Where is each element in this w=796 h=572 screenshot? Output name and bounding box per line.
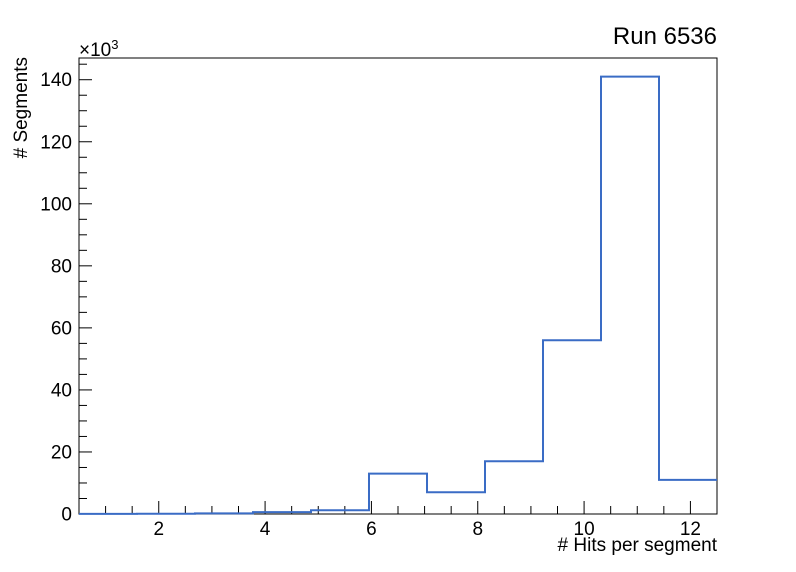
y-tick-label: 20 xyxy=(51,442,72,463)
x-tick-label: 4 xyxy=(260,519,271,540)
x-axis-title: # Hits per segment xyxy=(557,535,717,556)
y-scale-base: ×10 xyxy=(79,40,112,61)
y-tick-label: 140 xyxy=(40,70,72,91)
x-tick-label: 8 xyxy=(472,519,483,540)
y-tick-label: 80 xyxy=(51,256,72,277)
y-scale-exponent: 3 xyxy=(111,37,119,52)
y-tick-label: 120 xyxy=(40,132,72,153)
y-tick-label: 100 xyxy=(40,194,72,215)
x-tick-label: 12 xyxy=(680,519,701,540)
x-tick-label: 2 xyxy=(153,519,164,540)
y-axis-scale-label: ×103 xyxy=(79,37,118,62)
y-tick-label: 40 xyxy=(51,380,72,401)
histogram-line xyxy=(79,75,717,515)
chart-title: Run 6536 xyxy=(612,23,717,50)
x-tick-label: 6 xyxy=(366,519,377,540)
plot-frame xyxy=(78,57,718,515)
y-tick-label: 0 xyxy=(61,505,72,526)
x-tick-label: 10 xyxy=(574,519,595,540)
y-tick-label: 60 xyxy=(51,318,72,339)
